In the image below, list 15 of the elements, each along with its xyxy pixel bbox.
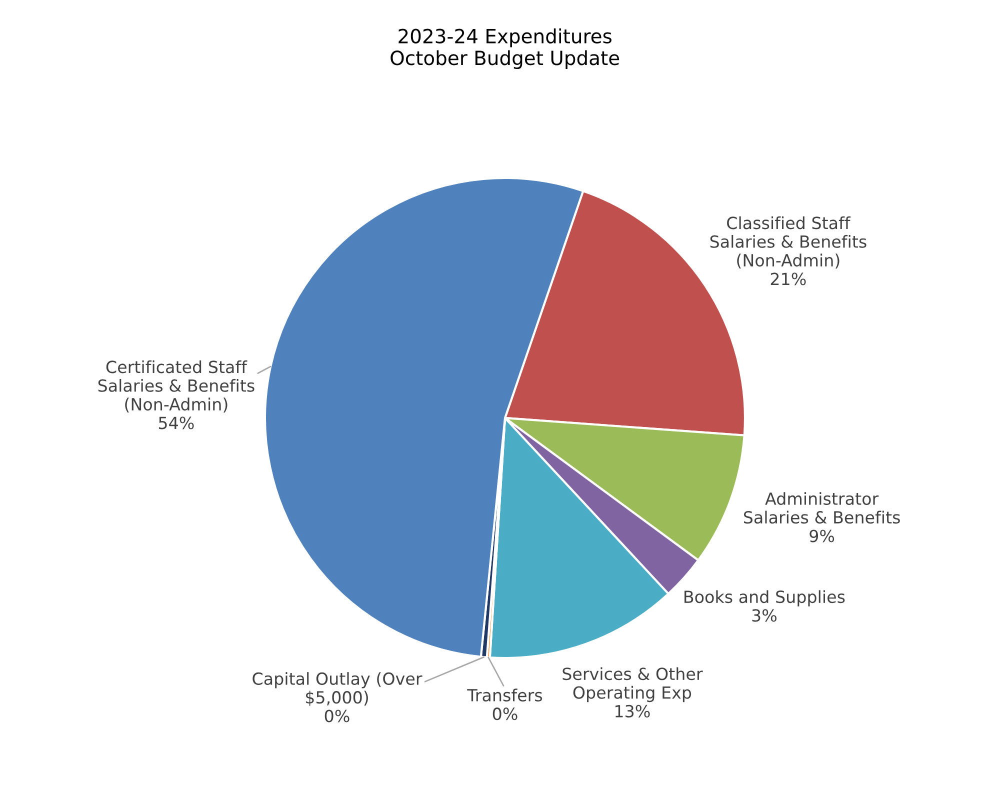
slice-label: Books and Supplies <box>684 590 845 606</box>
slice-label: Classified Staff Salaries & Benefits (Non-Admin) <box>710 216 866 269</box>
data-label: 0% <box>492 708 518 720</box>
data-label: 3% <box>752 609 776 622</box>
data-label: 9% <box>810 530 834 542</box>
chart-title: 2023-24 Expenditures October Budget Update <box>390 28 620 70</box>
slice-label: Capital Outlay (Over $5,000) <box>252 672 422 706</box>
data-label: 54% <box>158 416 194 430</box>
slice-label: Transfers <box>467 688 542 702</box>
data-label: 21% <box>770 272 806 286</box>
data-label: 0% <box>324 710 350 722</box>
slice-label: Services & Other Operating Exp <box>562 667 703 702</box>
data-label: 13% <box>616 704 650 718</box>
slice-label: Certificated Staff Salaries & Benefits (Non-Admin) <box>98 360 254 413</box>
slice-label: Administrator Salaries & Benefits <box>744 492 900 524</box>
